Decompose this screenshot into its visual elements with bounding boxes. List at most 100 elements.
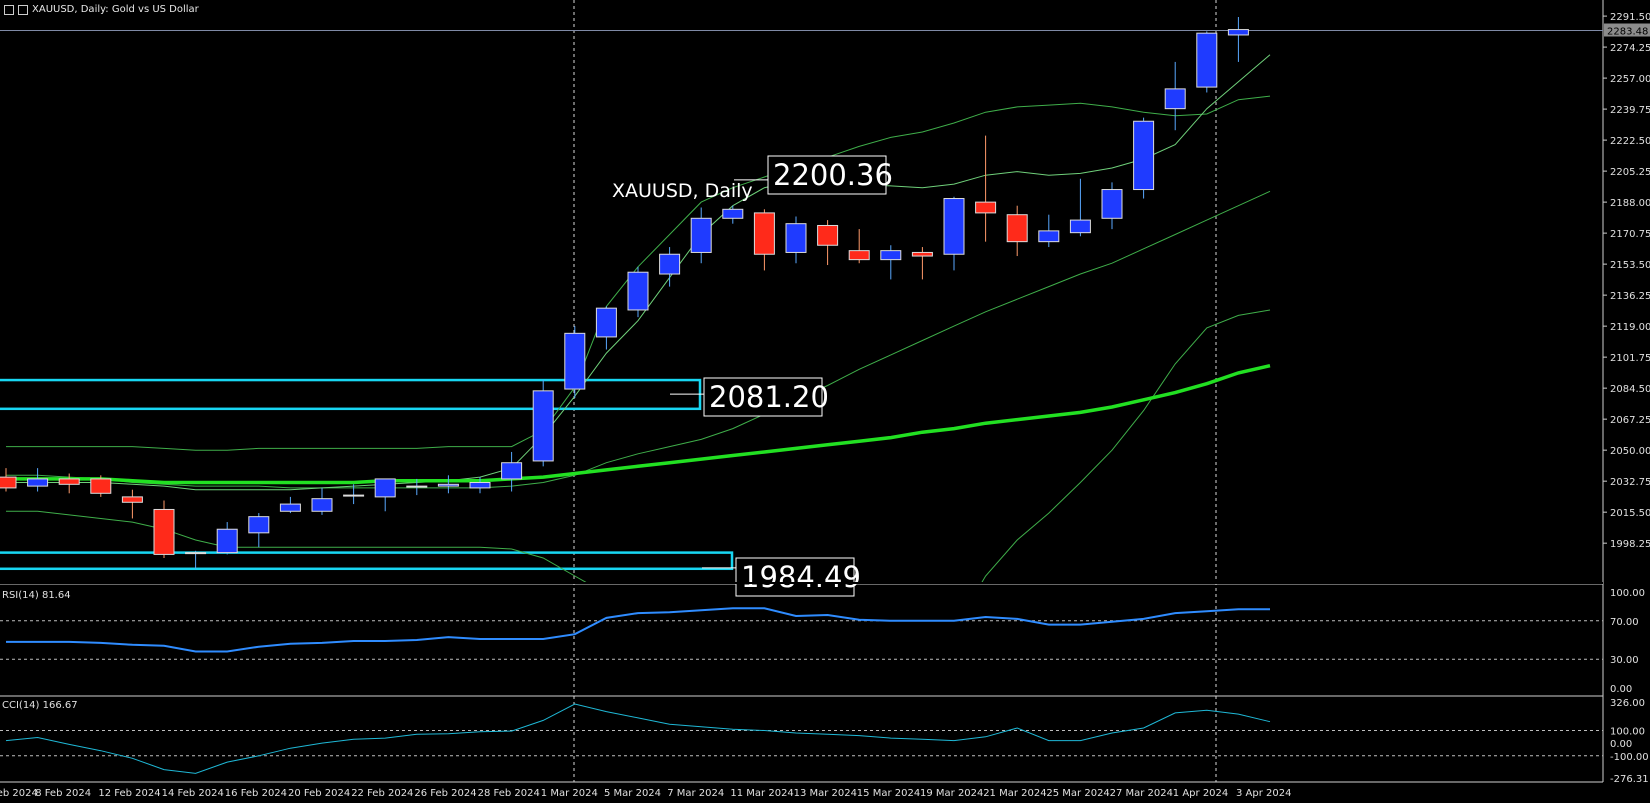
cci-label: CCI(14) 166.67 (2, 700, 78, 711)
date-label: 22 Feb 2024 (351, 788, 413, 799)
candle-body[interactable] (90, 478, 112, 494)
price-tick-label: 2274.25 (1610, 43, 1650, 54)
date-label: 11 Mar 2024 (730, 788, 793, 799)
chart-title: XAUUSD, Daily: Gold vs US Dollar (32, 4, 199, 15)
rsi-line (6, 607, 1270, 653)
chart-symbol-label: XAUUSD, Daily (612, 180, 753, 202)
date-label: 13 Mar 2024 (794, 788, 857, 799)
candle-body[interactable] (343, 494, 365, 497)
price-annotation-label: 1984.49 (741, 560, 861, 594)
candle-body[interactable] (374, 478, 396, 498)
candle-body[interactable] (1164, 88, 1186, 110)
candle-body[interactable] (1038, 230, 1060, 243)
candle-body[interactable] (595, 307, 617, 338)
rsi-label: RSI(14) 81.64 (2, 590, 71, 601)
candle-body[interactable] (911, 251, 933, 257)
chart-title-bar: XAUUSD, Daily: Gold vs US Dollar (4, 4, 199, 15)
candle-body[interactable] (1069, 219, 1091, 234)
price-tick-label: 2032.75 (1610, 477, 1650, 488)
rsi-tick-label: 100.00 (1610, 588, 1645, 599)
candle-body[interactable] (1133, 120, 1155, 191)
candle-body[interactable] (753, 212, 775, 255)
candle-body[interactable] (406, 485, 428, 488)
date-label: 12 Feb 2024 (98, 788, 160, 799)
date-label: 8 Feb 2024 (35, 788, 91, 799)
candle-body[interactable] (785, 223, 807, 253)
candle-body[interactable] (627, 271, 649, 311)
price-annotation-box (735, 557, 855, 597)
candle-body[interactable] (311, 498, 333, 512)
price-tick-label: 2153.50 (1610, 260, 1650, 271)
date-label: 28 Feb 2024 (478, 788, 540, 799)
price-tick-label: 2257.00 (1610, 74, 1650, 85)
cci-tick-label: -100.00 (1610, 752, 1649, 763)
candle-body[interactable] (216, 528, 238, 554)
window-menu-icon[interactable] (4, 4, 14, 15)
candle-body[interactable] (437, 483, 459, 487)
price-annotation-box (703, 377, 823, 417)
slow-ma-line (6, 363, 1271, 485)
candle-body[interactable] (880, 250, 902, 261)
date-label: 5 Mar 2024 (604, 788, 661, 799)
candle-body[interactable] (58, 478, 80, 485)
date-label: 7 Mar 2024 (667, 788, 724, 799)
price-annotation-label: 2081.20 (709, 380, 829, 414)
rsi-tick-label: 0.00 (1610, 684, 1632, 695)
date-label: 20 Feb 2024 (288, 788, 350, 799)
candle-body[interactable] (1101, 189, 1123, 219)
support-zone-box (0, 378, 702, 411)
date-label: 19 Mar 2024 (920, 788, 983, 799)
candle-body[interactable] (501, 462, 523, 480)
date-label: 26 Feb 2024 (414, 788, 476, 799)
cci-line (5, 703, 1271, 774)
cci-tick-label: 326.00 (1610, 698, 1645, 709)
price-tick-label: 2101.75 (1610, 353, 1650, 364)
candle-body[interactable] (1006, 214, 1028, 243)
candle-body[interactable] (817, 224, 839, 246)
candle-body[interactable] (1196, 32, 1218, 88)
candle-body[interactable] (690, 217, 712, 253)
price-tick-label: 2084.50 (1610, 384, 1650, 395)
candle-body[interactable] (1227, 29, 1249, 36)
date-label: 1 Mar 2024 (541, 788, 598, 799)
price-tick-label: 2188.00 (1610, 198, 1650, 209)
chart-bars-icon[interactable] (18, 4, 28, 15)
date-label: 3 Apr 2024 (1236, 788, 1291, 799)
candle-body[interactable] (185, 552, 207, 555)
price-tick-label: 2067.25 (1610, 415, 1650, 426)
price-tick-label: 2222.50 (1610, 136, 1650, 147)
candle-body[interactable] (153, 508, 175, 555)
candle-body[interactable] (659, 253, 681, 275)
candle-body[interactable] (279, 503, 301, 512)
price-tick-label: 2050.00 (1610, 446, 1650, 457)
candle-body[interactable] (975, 201, 997, 214)
date-label: 27 Mar 2024 (1110, 788, 1173, 799)
date-label: 16 Feb 2024 (225, 788, 287, 799)
candle-body[interactable] (943, 198, 965, 255)
candle-body[interactable] (564, 332, 586, 390)
cci-tick-label: -276.31 (1610, 774, 1649, 785)
main-pane (0, 16, 1271, 582)
date-label: 15 Mar 2024 (857, 788, 920, 799)
price-tick-label: 2170.75 (1610, 229, 1650, 240)
price-tick-label: 2136.25 (1610, 291, 1650, 302)
pane-mask (0, 582, 1603, 584)
rsi-tick-label: 70.00 (1610, 617, 1639, 628)
price-tick-label: 2205.25 (1610, 167, 1650, 178)
fast-ma-line (6, 54, 1271, 491)
date-label: 25 Mar 2024 (1046, 788, 1109, 799)
current-price-label: 2283.48 (1607, 27, 1648, 38)
price-tick-label: 2015.50 (1610, 508, 1650, 519)
current-price-tag (1604, 23, 1650, 37)
price-annotation-box (767, 155, 887, 195)
bollinger-lower-line (6, 309, 1271, 582)
candle-body[interactable] (121, 496, 143, 503)
candle-body[interactable] (722, 208, 744, 219)
candle-body[interactable] (248, 516, 270, 534)
candle-body[interactable] (532, 390, 554, 462)
candle-body[interactable] (0, 476, 17, 489)
candle-body[interactable] (27, 478, 49, 487)
candle-body[interactable] (848, 250, 870, 261)
candle-body[interactable] (469, 482, 491, 489)
